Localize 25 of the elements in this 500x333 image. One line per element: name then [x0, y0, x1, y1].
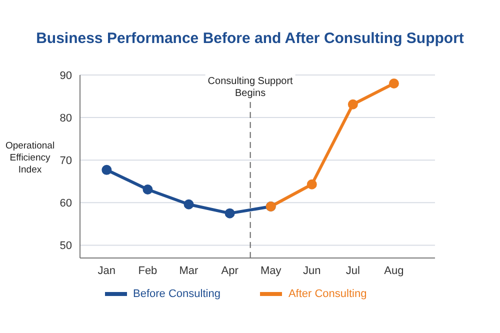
point	[142, 184, 153, 194]
point	[348, 99, 358, 110]
point	[102, 164, 112, 175]
x-tick-label: Apr	[221, 264, 239, 277]
y-tick-label: 80	[60, 112, 72, 124]
legend-label: After Consulting	[288, 288, 367, 300]
point	[184, 199, 194, 210]
y-axis-title: Operational Efficiency Index	[5, 140, 55, 176]
x-tick-label: Jan	[98, 264, 116, 277]
y-tick-label: 90	[60, 70, 72, 82]
point	[306, 179, 317, 190]
x-tick-label: Mar	[179, 264, 199, 277]
x-tick-label: Jun	[303, 264, 321, 277]
y-tick-label: 70	[60, 155, 72, 168]
y-tick-label: 60	[60, 198, 72, 210]
x-tick-label: Jul	[346, 264, 360, 277]
ref-line-label: Consulting Support Begins	[208, 76, 294, 99]
legend-label: Before Consulting	[133, 288, 220, 300]
chart-title: Business Performance Before and After Consulting Support	[35, 30, 465, 47]
x-tick-label: Feb	[138, 264, 158, 277]
x-tick-label: May	[260, 264, 282, 277]
point	[224, 208, 235, 218]
y-tick-label: 50	[60, 240, 72, 252]
x-tick-label: Aug	[384, 264, 404, 277]
point	[388, 78, 399, 89]
